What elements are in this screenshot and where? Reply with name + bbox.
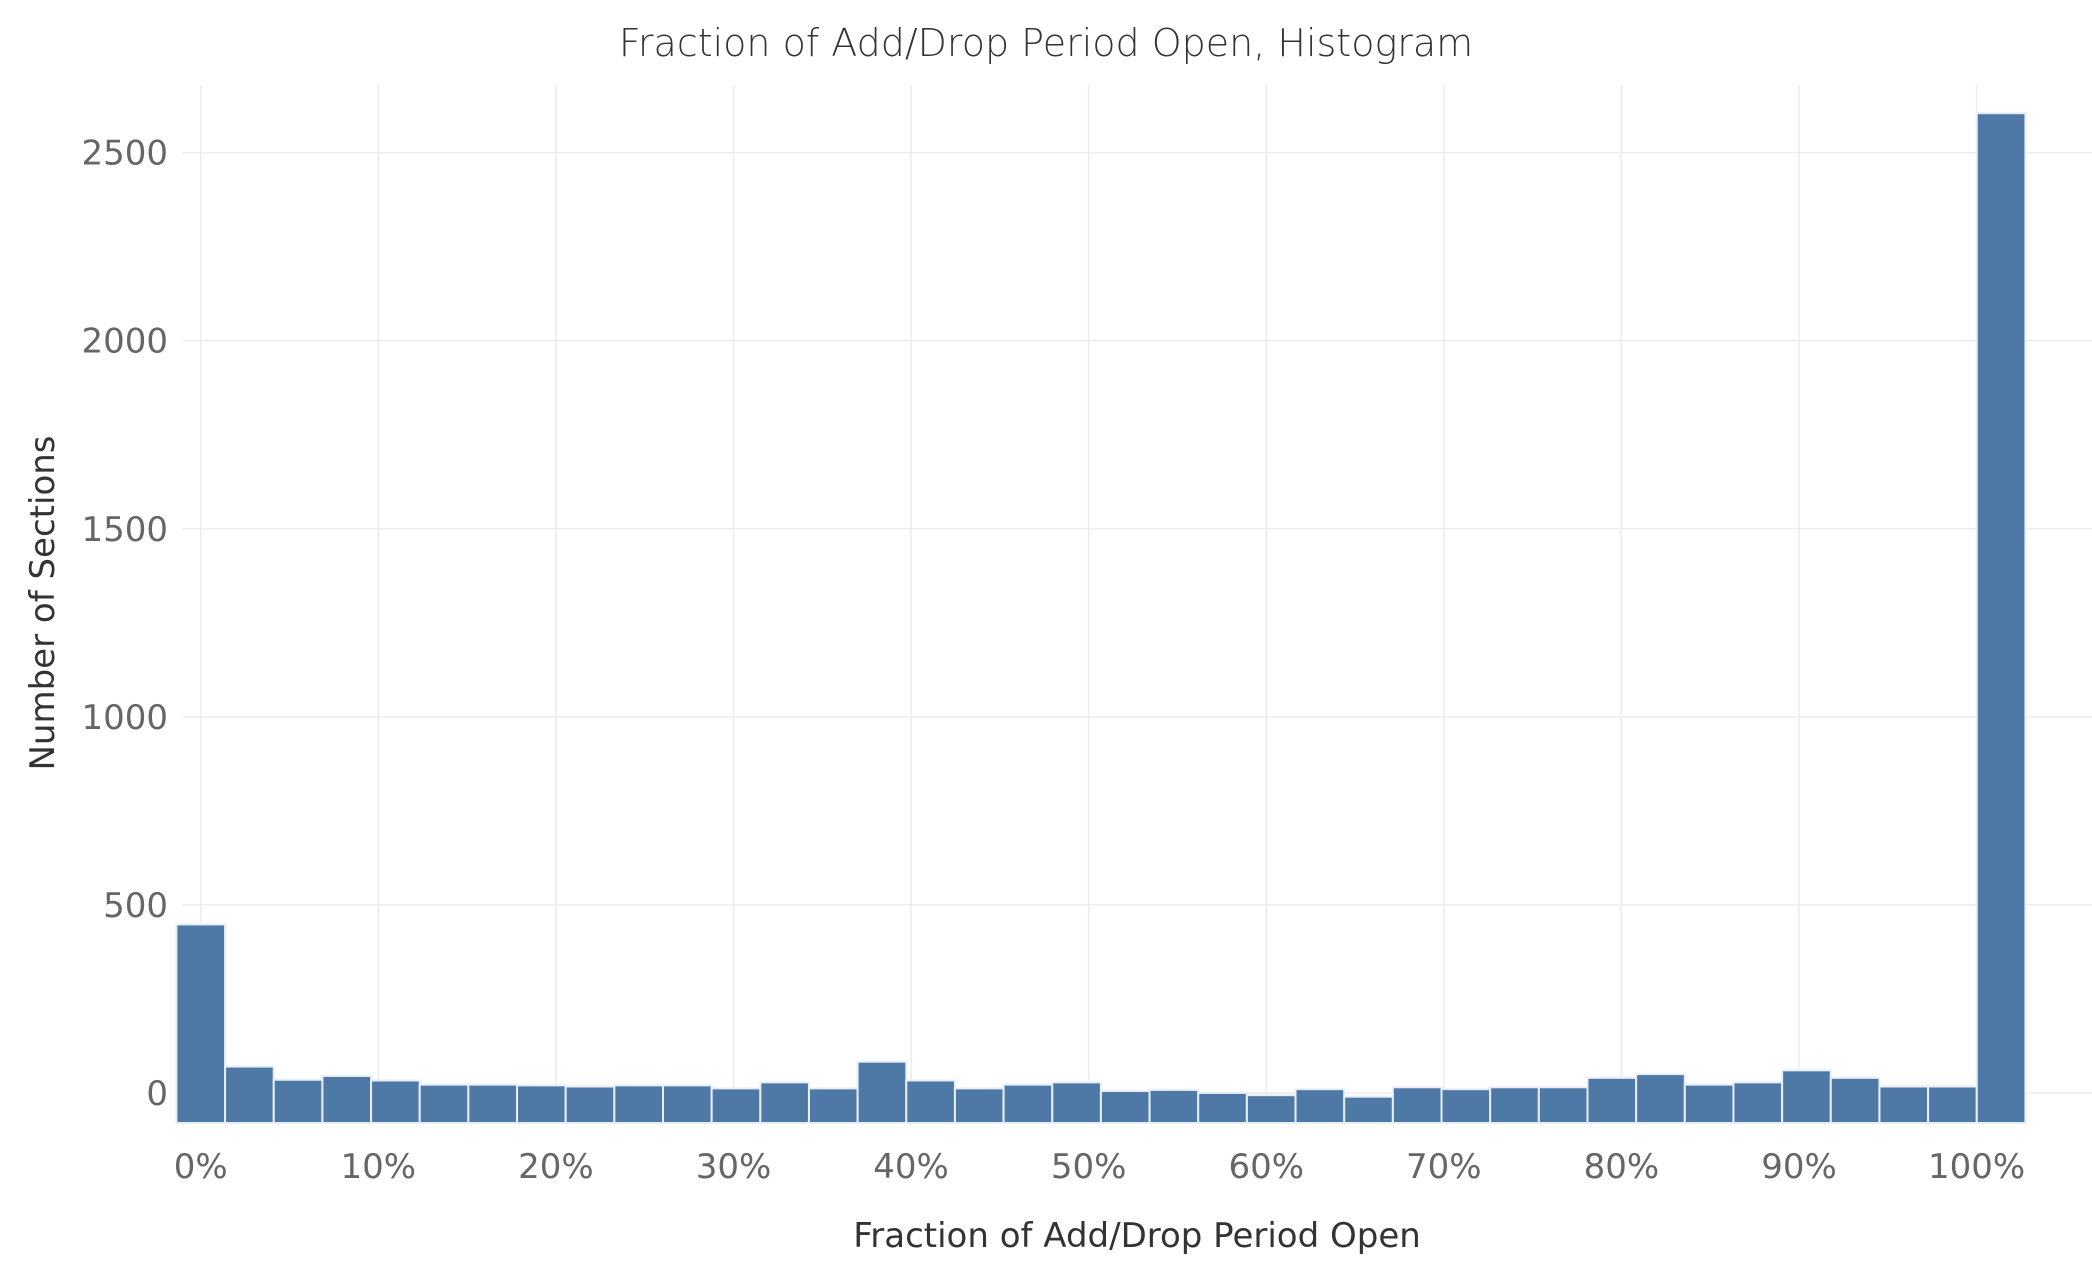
histogram-bar xyxy=(1586,1076,1638,1124)
x-tick-label: 10% xyxy=(341,1147,417,1187)
histogram-bar xyxy=(1051,1081,1102,1124)
histogram-bar xyxy=(564,1085,616,1124)
x-tick-label: 60% xyxy=(1228,1147,1304,1187)
histogram-bar xyxy=(1489,1086,1540,1124)
histogram-bar xyxy=(1002,1083,1054,1125)
x-axis-ticks: 0% 10% 20% 30% 40% 50% 60% 70% 80% 90% 100% xyxy=(174,1147,2025,1187)
x-tick-label: 40% xyxy=(873,1147,949,1187)
histogram-bar xyxy=(1732,1081,1784,1124)
histogram-bar xyxy=(272,1078,324,1124)
histogram-bar xyxy=(321,1074,373,1125)
histogram-bar xyxy=(662,1084,713,1125)
x-tick-label: 30% xyxy=(696,1147,772,1187)
histogram-bar xyxy=(1391,1086,1443,1124)
y-tick-label: 2500 xyxy=(81,134,168,174)
histogram-bar xyxy=(1927,1085,1978,1124)
x-tick-label: 100% xyxy=(1928,1147,2025,1187)
histogram-bar xyxy=(370,1079,421,1125)
histogram-bar xyxy=(1975,112,2027,1124)
histogram-bar xyxy=(516,1084,567,1125)
histogram-bar xyxy=(1294,1088,1346,1125)
histogram-bar xyxy=(1781,1069,1832,1124)
histogram-bar xyxy=(759,1081,810,1124)
histogram-bar xyxy=(1148,1088,1200,1124)
histogram-bar xyxy=(613,1084,665,1125)
histogram-bar xyxy=(224,1065,275,1124)
y-tick-label: 0 xyxy=(146,1074,168,1114)
x-tick-label: 80% xyxy=(1584,1147,1660,1187)
histogram-bar xyxy=(807,1087,859,1125)
histogram-bar xyxy=(1099,1090,1151,1124)
y-tick-label: 1000 xyxy=(81,698,168,738)
histogram-bar xyxy=(1197,1091,1248,1125)
grid-lines xyxy=(183,85,2092,1123)
histogram-bar xyxy=(1829,1076,1881,1124)
histogram-bar xyxy=(953,1087,1005,1125)
y-axis-ticks: 0 500 1000 1500 2000 2500 xyxy=(81,134,168,1114)
x-tick-label: 70% xyxy=(1406,1147,1482,1187)
histogram-bar xyxy=(1343,1095,1394,1125)
histogram-bar xyxy=(1537,1086,1589,1124)
histogram-bar xyxy=(418,1083,470,1125)
histogram-bar xyxy=(856,1060,908,1125)
histogram-bar xyxy=(467,1083,519,1125)
y-tick-label: 2000 xyxy=(81,322,168,362)
x-tick-label: 20% xyxy=(518,1147,594,1187)
histogram-bar xyxy=(1635,1073,1686,1124)
x-tick-label: 50% xyxy=(1051,1147,1127,1187)
x-axis-title: Fraction of Add/Drop Period Open xyxy=(853,1216,1421,1256)
histogram-bar xyxy=(1245,1094,1297,1124)
histogram-bar xyxy=(905,1079,956,1125)
x-tick-label: 0% xyxy=(174,1147,228,1187)
histogram-bar xyxy=(1683,1083,1735,1125)
y-tick-label: 1500 xyxy=(81,510,168,550)
histogram-bar xyxy=(710,1087,762,1125)
histogram-bar xyxy=(1440,1088,1492,1125)
histogram-bars xyxy=(175,112,2027,1125)
y-tick-label: 500 xyxy=(103,886,168,926)
histogram-bar xyxy=(175,923,227,1124)
x-tick-label: 90% xyxy=(1761,1147,1837,1187)
chart-title: Fraction of Add/Drop Period Open, Histog… xyxy=(619,21,1473,65)
histogram-bar xyxy=(1878,1085,1930,1124)
y-axis-title: Number of Sections xyxy=(23,435,63,770)
